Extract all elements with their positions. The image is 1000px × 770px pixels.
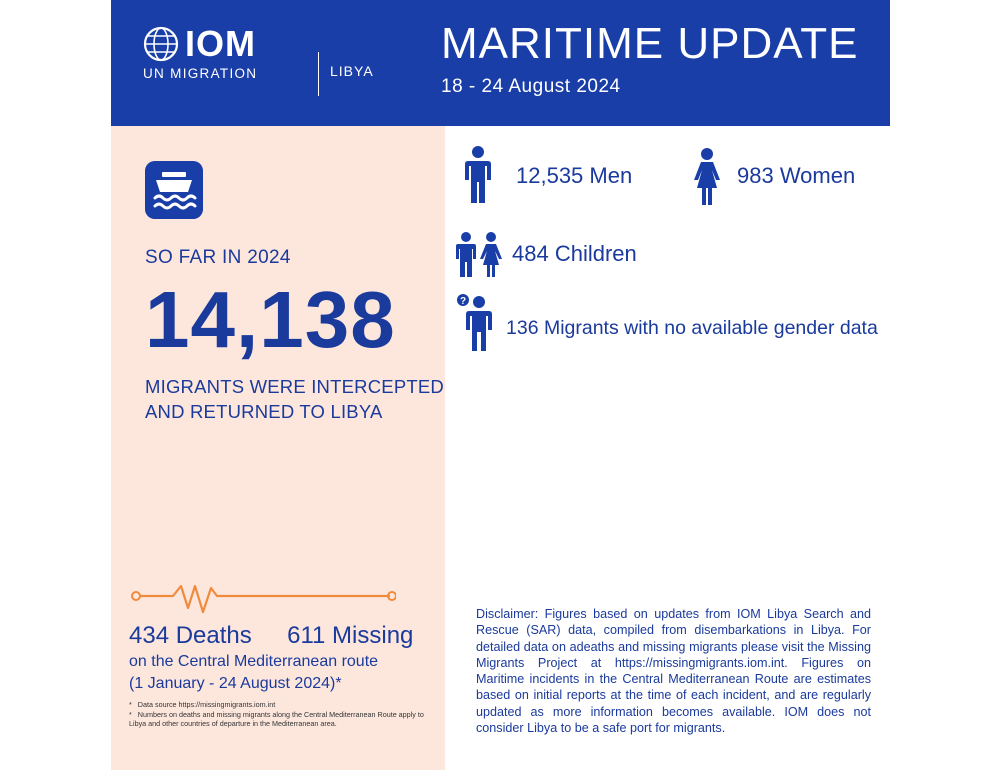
men-count: 12,535 Men — [516, 163, 633, 188]
header-banner: IOM UN MIGRATION LIBYA MARITIME UPDATE 1… — [111, 0, 890, 126]
footnote-scope-text: Numbers on deaths and missing migrants a… — [129, 710, 424, 728]
casualty-figures: 434 Deaths 611 Missing — [129, 622, 413, 650]
route-label: on the Central Mediterranean route — [129, 653, 379, 670]
logo-tagline: UN MIGRATION — [143, 66, 258, 81]
children-icon — [456, 232, 502, 277]
man-icon — [465, 146, 491, 203]
disclaimer-text: Disclaimer: Figures based on updates fro… — [476, 607, 871, 736]
so-far-label: SO FAR IN 2024 — [145, 247, 291, 268]
intercepted-description: MIGRANTS WERE INTERCEPTED AND RETURNED T… — [145, 376, 444, 422]
woman-icon — [694, 148, 720, 205]
missing-count: 611 Missing — [287, 622, 414, 649]
unknown-person-icon: ? — [457, 294, 492, 351]
footnote-source: * Data source https://missingmigrants.io… — [129, 700, 276, 709]
logo-wordmark: IOM — [185, 23, 256, 64]
date-range: 18 - 24 August 2024 — [441, 76, 621, 97]
page-title: MARITIME UPDATE — [441, 19, 859, 68]
deaths-count: 434 Deaths — [129, 622, 252, 649]
iom-logo: IOM UN MIGRATION LIBYA — [143, 22, 373, 96]
total-intercepted: 14,138 — [145, 275, 396, 364]
children-count: 484 Children — [512, 241, 637, 266]
footnote-scope: * Numbers on deaths and missing migrants… — [129, 710, 424, 728]
period-label: (1 January - 24 August 2024)* — [129, 675, 342, 692]
summary-panel: SO FAR IN 2024 14,138 MIGRANTS WERE INTE… — [111, 126, 445, 770]
logo-country: LIBYA — [330, 63, 374, 79]
heartbeat-icon — [131, 584, 396, 614]
globe-icon — [143, 26, 179, 62]
women-count: 983 Women — [737, 163, 856, 188]
boat-icon — [145, 161, 203, 219]
breakdown-panel: 12,535 Men 983 Women 484 Children ? 136 … — [445, 126, 890, 770]
footnote-source-text: Data source https://missingmigrants.iom.… — [137, 700, 276, 709]
svg-text:?: ? — [460, 296, 466, 307]
no-gender-count: 136 Migrants with no available gender da… — [506, 317, 878, 339]
logo-divider — [318, 52, 319, 96]
infographic-card: IOM UN MIGRATION LIBYA MARITIME UPDATE 1… — [111, 0, 890, 770]
